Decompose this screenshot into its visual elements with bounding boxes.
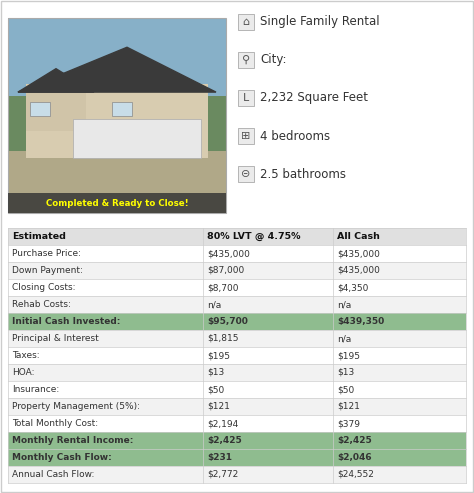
FancyBboxPatch shape [8,466,466,483]
Text: n/a: n/a [207,300,221,309]
FancyBboxPatch shape [8,262,466,279]
Text: $8,700: $8,700 [207,283,238,292]
Text: $87,000: $87,000 [207,266,244,275]
FancyBboxPatch shape [8,96,226,158]
Text: $4,350: $4,350 [337,283,368,292]
FancyBboxPatch shape [26,88,86,131]
Text: 2.5 bathrooms: 2.5 bathrooms [260,168,346,180]
FancyBboxPatch shape [8,279,466,296]
Text: 2,232 Square Feet: 2,232 Square Feet [260,92,368,105]
FancyBboxPatch shape [238,90,254,106]
FancyBboxPatch shape [8,330,466,347]
Text: $24,552: $24,552 [337,470,374,479]
Text: L: L [243,93,249,103]
FancyBboxPatch shape [112,102,132,115]
Text: Taxes:: Taxes: [12,351,40,360]
Text: Initial Cash Invested:: Initial Cash Invested: [12,317,120,326]
FancyBboxPatch shape [8,347,466,364]
FancyBboxPatch shape [238,52,254,68]
FancyBboxPatch shape [8,449,466,466]
Text: ⊝: ⊝ [241,169,251,179]
Text: n/a: n/a [337,300,351,309]
FancyBboxPatch shape [30,102,50,115]
Text: $231: $231 [207,453,232,462]
Text: 80% LVT @ 4.75%: 80% LVT @ 4.75% [207,232,301,241]
Text: $1,815: $1,815 [207,334,238,343]
FancyBboxPatch shape [26,84,208,158]
Text: $2,194: $2,194 [207,419,238,428]
Text: ⌂: ⌂ [242,17,250,27]
Text: $13: $13 [207,368,224,377]
FancyBboxPatch shape [8,296,466,313]
Text: City:: City: [260,54,286,67]
Text: Rehab Costs:: Rehab Costs: [12,300,71,309]
Text: $13: $13 [337,368,354,377]
FancyBboxPatch shape [8,150,226,213]
Text: ⚲: ⚲ [242,55,250,65]
Text: Completed & Ready to Close!: Completed & Ready to Close! [46,199,188,208]
Text: Closing Costs:: Closing Costs: [12,283,75,292]
Text: $121: $121 [207,402,230,411]
Text: Monthly Rental Income:: Monthly Rental Income: [12,436,133,445]
FancyBboxPatch shape [8,313,466,330]
Text: $379: $379 [337,419,360,428]
Text: Property Management (5%):: Property Management (5%): [12,402,140,411]
FancyBboxPatch shape [73,119,201,158]
Polygon shape [18,47,216,92]
Text: 4 bedrooms: 4 bedrooms [260,130,330,142]
FancyBboxPatch shape [238,166,254,182]
FancyBboxPatch shape [8,193,226,213]
Text: $50: $50 [337,385,354,394]
FancyBboxPatch shape [238,128,254,144]
Text: $2,425: $2,425 [337,436,372,445]
FancyBboxPatch shape [8,18,226,131]
Text: $435,000: $435,000 [337,249,380,258]
Text: Annual Cash Flow:: Annual Cash Flow: [12,470,94,479]
FancyBboxPatch shape [8,432,466,449]
Text: $435,000: $435,000 [207,249,250,258]
Text: $95,700: $95,700 [207,317,248,326]
Text: $2,772: $2,772 [207,470,238,479]
Text: All Cash: All Cash [337,232,380,241]
Text: HOA:: HOA: [12,368,35,377]
FancyBboxPatch shape [8,381,466,398]
Text: $439,350: $439,350 [337,317,384,326]
FancyBboxPatch shape [8,415,466,432]
Text: Principal & Interest: Principal & Interest [12,334,99,343]
Text: Single Family Rental: Single Family Rental [260,15,380,29]
FancyBboxPatch shape [8,398,466,415]
Text: $2,425: $2,425 [207,436,242,445]
Text: $195: $195 [207,351,230,360]
Text: $50: $50 [207,385,224,394]
Text: $435,000: $435,000 [337,266,380,275]
Text: $195: $195 [337,351,360,360]
FancyBboxPatch shape [238,14,254,30]
Polygon shape [18,69,94,92]
Text: $121: $121 [337,402,360,411]
Text: Down Payment:: Down Payment: [12,266,83,275]
Text: Insurance:: Insurance: [12,385,59,394]
Text: ⊞: ⊞ [241,131,251,141]
FancyBboxPatch shape [8,245,466,262]
Text: Monthly Cash Flow:: Monthly Cash Flow: [12,453,112,462]
FancyBboxPatch shape [8,228,466,245]
Text: n/a: n/a [337,334,351,343]
Text: $2,046: $2,046 [337,453,372,462]
Text: Purchase Price:: Purchase Price: [12,249,81,258]
Text: Total Monthly Cost:: Total Monthly Cost: [12,419,98,428]
FancyBboxPatch shape [8,364,466,381]
Text: Estimated: Estimated [12,232,66,241]
